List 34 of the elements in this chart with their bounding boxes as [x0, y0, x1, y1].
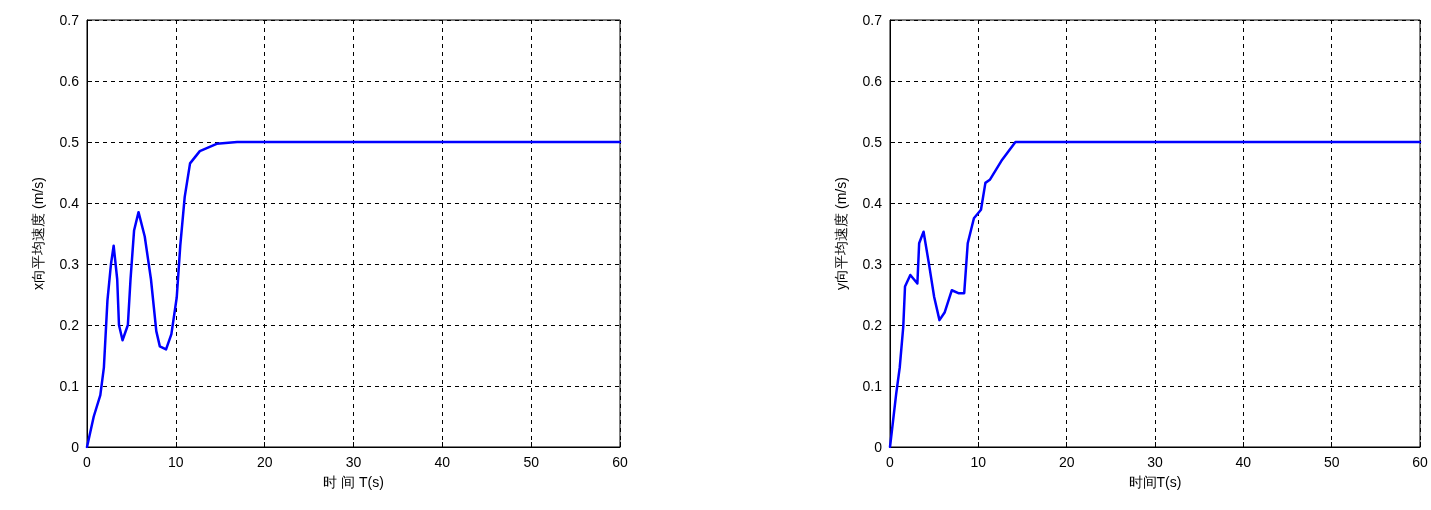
y-tick-label: 0.7 [862, 12, 883, 28]
y-axis-title: x向平均速度 (m/s) [30, 177, 46, 290]
y-tick-label: 0.2 [59, 317, 80, 333]
y-tick-label: 0.1 [59, 378, 80, 394]
y-tick-label: 0.4 [862, 195, 883, 211]
x-tick-label: 0 [886, 454, 895, 470]
x-tick-label: 10 [970, 454, 987, 470]
y-tick-label: 0.3 [862, 256, 883, 272]
x-tick-label: 20 [256, 454, 273, 470]
x-tick-label: 0 [83, 454, 92, 470]
y-tick-label: 0.7 [59, 12, 80, 28]
y-tick-label: 0.6 [862, 73, 883, 89]
x-tick-label: 10 [168, 454, 184, 470]
y-axis-title: y向平均速度 (m/s) [833, 177, 849, 290]
x-tick-label: 60 [612, 454, 628, 470]
x-tick-label: 30 [1147, 454, 1163, 470]
x-axis-title: 时 间 T(s) [323, 474, 384, 490]
y-tick-label: 0.4 [59, 195, 80, 211]
x-tick-label: 50 [523, 454, 540, 470]
y-tick-label: 0.5 [862, 134, 883, 150]
x-tick-label: 40 [1235, 454, 1252, 470]
x-tick-label: 40 [434, 454, 451, 470]
x-tick-label: 50 [1323, 454, 1340, 470]
y-tick-label: 0 [874, 439, 883, 455]
y-tick-label: 0.2 [862, 317, 883, 333]
y-tick-label: 0.3 [59, 256, 80, 272]
y-tick-label: 0.1 [862, 378, 883, 394]
x-tick-label: 30 [345, 454, 362, 470]
y-tick-label: 0 [71, 439, 80, 455]
x-tick-label: 60 [1412, 454, 1428, 470]
x-axis-title: 时间T(s) [1128, 474, 1182, 490]
y-tick-label: 0.6 [59, 73, 80, 89]
y-tick-label: 0.5 [59, 134, 80, 150]
x-tick-label: 20 [1058, 454, 1075, 470]
